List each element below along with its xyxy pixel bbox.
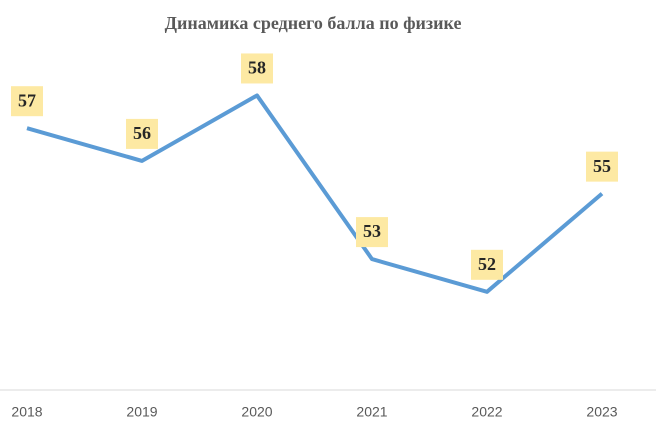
label-box	[586, 151, 618, 182]
chart-title: Динамика среднего балла по физике	[165, 13, 462, 33]
label-box	[126, 118, 158, 149]
value-label: 57	[18, 90, 36, 110]
value-label: 53	[363, 221, 381, 241]
label-box	[241, 53, 273, 84]
value-label: 52	[478, 254, 496, 274]
x-tick-label: 2018	[11, 404, 42, 420]
value-label: 56	[133, 123, 151, 143]
x-tick-label: 2021	[356, 404, 387, 420]
data-line	[26, 93, 604, 294]
x-tick-label: 2019	[126, 404, 157, 420]
label-box	[356, 217, 388, 248]
x-tick-label: 2023	[586, 404, 617, 420]
label-box	[471, 249, 503, 280]
value-label: 55	[593, 156, 611, 176]
label-box	[11, 86, 43, 117]
x-tick-label: 2020	[241, 404, 272, 420]
value-label: 58	[248, 58, 266, 78]
x-tick-label: 2022	[471, 404, 502, 420]
